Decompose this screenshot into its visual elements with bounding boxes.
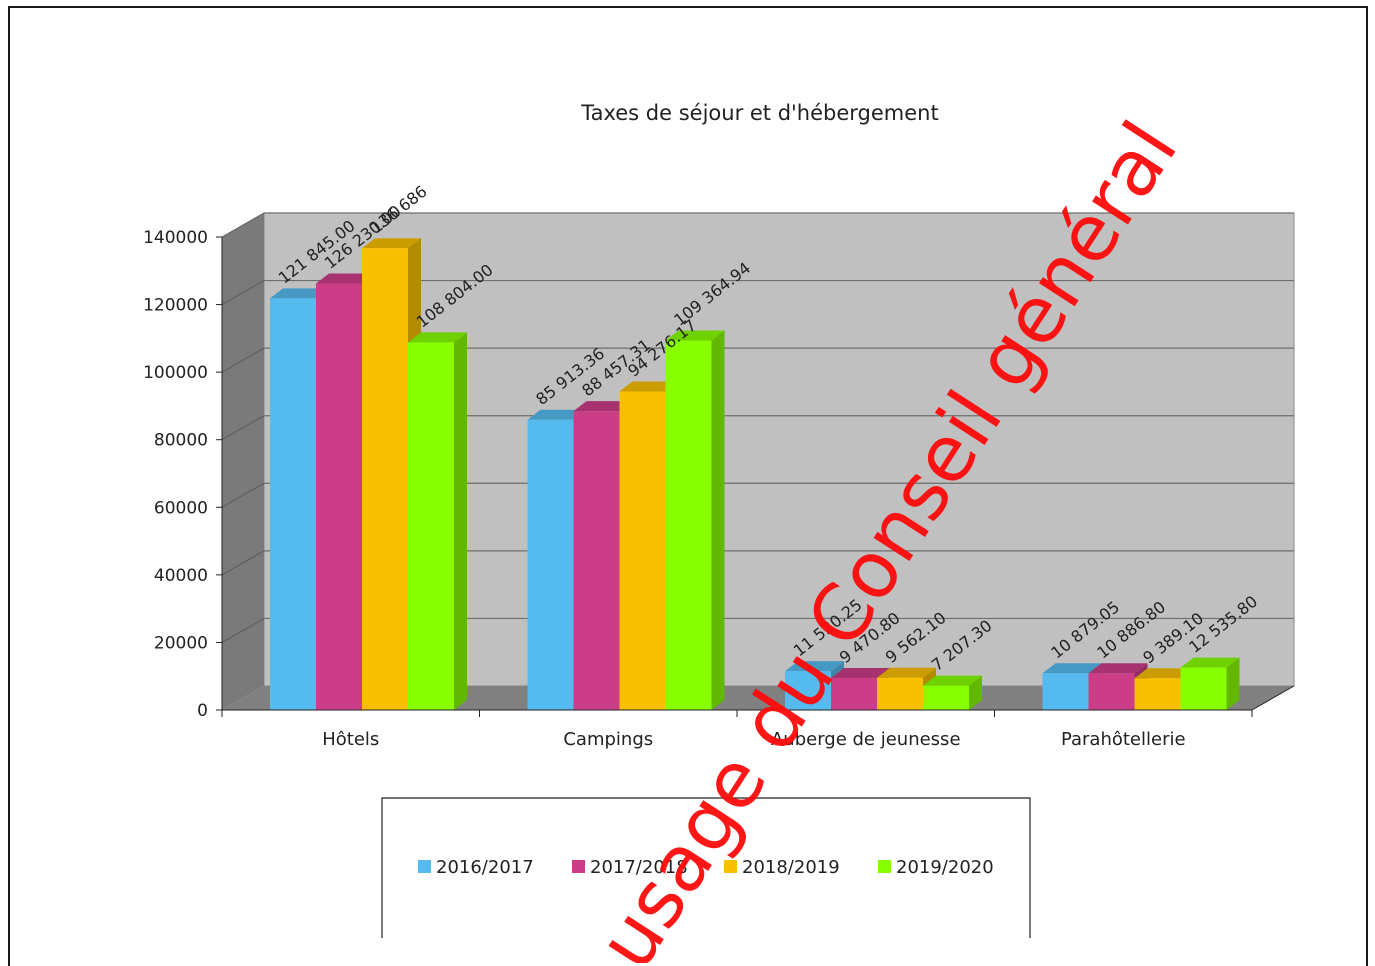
x-tick-label: Campings	[563, 729, 653, 750]
bar-top	[1180, 657, 1240, 668]
bar-front	[316, 283, 362, 710]
legend-label: 2019/2020	[896, 857, 994, 878]
chart-frame	[8, 6, 1368, 966]
x-axis-depth-line	[1251, 685, 1295, 711]
x-tick-label: Hôtels	[322, 729, 379, 750]
bar-front	[923, 685, 969, 710]
legend-swatch	[418, 860, 431, 873]
plot-walls	[222, 212, 1295, 710]
legend-label: 2018/2019	[742, 857, 840, 878]
bar-front	[527, 419, 574, 710]
bar-top	[923, 675, 982, 686]
gridline-side	[221, 550, 265, 576]
y-tick-label: 100000	[143, 363, 208, 383]
x-tick-label: Parahôtellerie	[1061, 729, 1186, 750]
side-wall	[222, 213, 264, 710]
bar-front	[1134, 678, 1181, 710]
bar-front	[1088, 673, 1135, 710]
gridline-side	[221, 347, 265, 373]
bar-side	[711, 330, 725, 710]
y-tick-label: 20000	[154, 633, 208, 653]
bar-top	[877, 667, 936, 678]
bar-top	[1042, 663, 1102, 674]
bar-front	[573, 411, 620, 710]
legend-swatch	[572, 860, 585, 873]
legend-label: 2017/2018	[590, 857, 688, 878]
y-axis: 0 20000 40000 60000 80000 100000 120000 140000	[143, 228, 223, 721]
bar-top	[665, 330, 725, 341]
bar-front	[619, 391, 666, 710]
bar	[665, 330, 725, 710]
bar-top	[270, 288, 329, 299]
gridline-side	[221, 212, 265, 238]
gridline-side	[221, 617, 265, 643]
chart-title: Taxes de séjour et d'hébergement	[580, 101, 938, 125]
bar-top	[316, 273, 375, 284]
bar-front	[665, 340, 712, 710]
bar	[408, 332, 467, 710]
bar-side	[454, 332, 467, 710]
legend: 2016/2017 2017/2018 2018/2019 2019/2020	[381, 797, 1031, 938]
y-tick-label: 80000	[154, 431, 208, 451]
bar-side	[1226, 657, 1240, 710]
bar-top	[408, 332, 467, 343]
bar-top	[362, 238, 421, 249]
bar-top	[785, 661, 844, 672]
bar-front	[1042, 673, 1089, 710]
bar-front	[408, 342, 454, 710]
gridline-side	[221, 482, 265, 508]
bars	[270, 238, 1240, 710]
legend-label: 2016/2017	[436, 857, 534, 878]
bar-side	[969, 675, 982, 710]
y-tick-label: 0	[197, 701, 208, 721]
bar	[923, 675, 982, 710]
y-tick-label: 40000	[154, 566, 208, 586]
y-tick-label: 60000	[154, 498, 208, 518]
bar-top	[1088, 663, 1148, 674]
bar-front	[362, 248, 408, 710]
bar-top	[619, 381, 679, 392]
bar-front	[877, 677, 923, 710]
legend-box	[381, 797, 1031, 938]
y-tick-label: 120000	[143, 296, 208, 316]
bar-top	[831, 668, 890, 679]
y-tick-label: 140000	[143, 228, 208, 248]
bar-top	[573, 401, 633, 412]
x-axis: Hôtels Campings Auberge de jeunesse Parahôt…	[221, 685, 1295, 750]
bar-front	[785, 671, 831, 710]
legend-swatch	[878, 860, 891, 873]
legend-swatch	[724, 860, 737, 873]
bar-front	[270, 298, 316, 710]
bar-top	[1134, 668, 1194, 679]
floor	[222, 686, 1294, 710]
gridline-side	[221, 280, 265, 306]
bar-top	[527, 409, 587, 420]
x-tick-label: Auberge de jeunesse	[771, 729, 961, 750]
bar	[1180, 657, 1240, 710]
bar-front	[831, 678, 877, 710]
bar-front	[1180, 667, 1227, 710]
gridline-side	[221, 415, 265, 441]
